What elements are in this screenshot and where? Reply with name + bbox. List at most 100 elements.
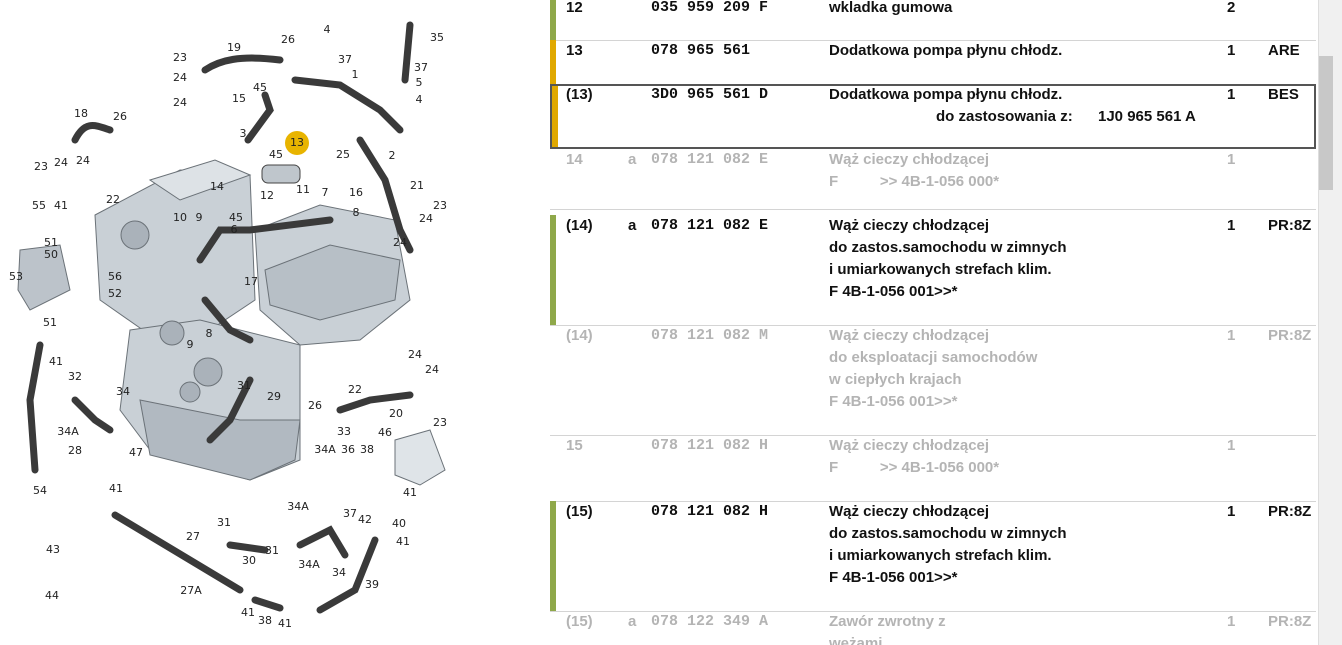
callout-label[interactable]: 23 xyxy=(173,51,187,64)
callout-label[interactable]: 2 xyxy=(389,149,396,162)
callout-label[interactable]: 36 xyxy=(341,443,355,456)
callout-label[interactable]: 18 xyxy=(74,107,88,120)
callout-label[interactable]: 29 xyxy=(267,390,281,403)
table-row[interactable]: (13) 3D0 965 561 D Dodatkowa pompa płynu c… xyxy=(550,84,1316,149)
callout-label[interactable]: 17 xyxy=(244,275,258,288)
callout-label[interactable]: 38 xyxy=(360,443,374,456)
callout-label[interactable]: 51 xyxy=(43,316,57,329)
table-row[interactable]: (15) 078 121 082 H Wąż cieczy chłodzącej do… xyxy=(550,501,1316,612)
callout-label[interactable]: 41 xyxy=(396,535,410,548)
callout-label[interactable]: 24 xyxy=(173,71,187,84)
callout-label[interactable]: 41 xyxy=(403,486,417,499)
callout-label[interactable]: 8 xyxy=(353,206,360,219)
callout-label[interactable]: 34A xyxy=(57,425,79,438)
callout-label[interactable]: 41 xyxy=(278,617,292,630)
callout-label[interactable]: 34 xyxy=(332,566,346,579)
callout-label[interactable]: 15 xyxy=(232,92,246,105)
callout-label[interactable]: 41 xyxy=(241,606,255,619)
callout-label[interactable]: 35 xyxy=(430,31,444,44)
callout-label[interactable]: 39 xyxy=(365,578,379,591)
callout-label[interactable]: 24 xyxy=(76,154,90,167)
callout-label[interactable]: 52 xyxy=(108,287,122,300)
callout-label[interactable]: 34A xyxy=(287,500,309,513)
callout-label[interactable]: 54 xyxy=(33,484,47,497)
callout-label[interactable]: 32 xyxy=(68,370,82,383)
callout-label[interactable]: 45 xyxy=(253,81,267,94)
table-row[interactable]: 14 a 078 121 082 E Wąż cieczy chłodzącej F >… xyxy=(550,149,1316,210)
callout-label[interactable]: 24 xyxy=(173,96,187,109)
callout-label[interactable]: 5 xyxy=(416,76,423,89)
callout-label[interactable]: 4 xyxy=(416,93,423,106)
callout-label[interactable]: 23 xyxy=(433,199,447,212)
callout-label[interactable]: 30 xyxy=(242,554,256,567)
callout-label[interactable]: 12 xyxy=(260,189,274,202)
callout-label[interactable]: 9 xyxy=(196,211,203,224)
callout-label[interactable]: 26 xyxy=(308,399,322,412)
callout-label[interactable]: 41 xyxy=(109,482,123,495)
callout-label[interactable]: 19 xyxy=(227,41,241,54)
callout-label[interactable]: 47 xyxy=(129,446,143,459)
callout-label[interactable]: 24 xyxy=(419,212,433,225)
table-row[interactable]: (15) a 078 122 349 A Zawór zwrotny z wężami 1… xyxy=(550,611,1316,645)
callout-label[interactable]: 11 xyxy=(296,183,310,196)
table-row[interactable]: (14) 078 121 082 M Wąż cieczy chłodzącej do… xyxy=(550,325,1316,436)
callout-label[interactable]: 27A xyxy=(180,584,202,597)
callout-label[interactable]: 24 xyxy=(393,236,407,249)
callout-label[interactable]: 46 xyxy=(378,426,392,439)
callout-label[interactable]: 34A xyxy=(314,443,336,456)
callout-label[interactable]: 31 xyxy=(217,516,231,529)
callout-label[interactable]: 8 xyxy=(206,327,213,340)
callout-label[interactable]: 20 xyxy=(389,407,403,420)
callout-label[interactable]: 41 xyxy=(49,355,63,368)
callout-label[interactable]: 7 xyxy=(322,186,329,199)
callout-label[interactable]: 37 xyxy=(414,61,428,74)
callout-label[interactable]: 50 xyxy=(44,248,58,261)
callout-label[interactable]: 27 xyxy=(186,530,200,543)
callout-label[interactable]: 14 xyxy=(210,180,224,193)
callout-label[interactable]: 56 xyxy=(108,270,122,283)
callout-label[interactable]: 34A xyxy=(298,558,320,571)
callout-label[interactable]: 53 xyxy=(9,270,23,283)
callout-label[interactable]: 13 xyxy=(290,136,304,149)
callout-label[interactable]: 23 xyxy=(433,416,447,429)
callout-label[interactable]: 21 xyxy=(410,179,424,192)
callout-label[interactable]: 1 xyxy=(352,68,359,81)
callout-label[interactable]: 41 xyxy=(54,199,68,212)
callout-label[interactable]: 44 xyxy=(45,589,59,602)
callout-label[interactable]: 42 xyxy=(358,513,372,526)
callout-label[interactable]: 31 xyxy=(237,379,251,392)
callout-label[interactable]: 10 xyxy=(173,211,187,224)
table-row[interactable]: 15 078 121 082 H Wąż cieczy chłodzącej F >>… xyxy=(550,435,1316,502)
scrollbar-thumb[interactable] xyxy=(1319,56,1333,190)
callout-label[interactable]: 37 xyxy=(338,53,352,66)
callout-label[interactable]: 37 xyxy=(343,507,357,520)
callout-label[interactable]: 31 xyxy=(265,544,279,557)
callout-label[interactable]: 51 xyxy=(44,236,58,249)
callout-label[interactable]: 4 xyxy=(324,23,331,36)
callout-label[interactable]: 34 xyxy=(116,385,130,398)
callout-label[interactable]: 3 xyxy=(240,127,247,140)
callout-label[interactable]: 9 xyxy=(187,338,194,351)
callout-label[interactable]: 28 xyxy=(68,444,82,457)
callout-label[interactable]: 33 xyxy=(337,425,351,438)
callout-label[interactable]: 40 xyxy=(392,517,406,530)
callout-label[interactable]: 22 xyxy=(348,383,362,396)
callout-label[interactable]: 25 xyxy=(336,148,350,161)
callout-label[interactable]: 24 xyxy=(425,363,439,376)
table-row[interactable]: 12 035 959 209 F wkladka gumowa 2 xyxy=(550,0,1316,41)
callout-label[interactable]: 23 xyxy=(34,160,48,173)
callout-label[interactable]: 26 xyxy=(113,110,127,123)
callout-label[interactable]: 38 xyxy=(258,614,272,627)
callout-label[interactable]: 6 xyxy=(231,223,238,236)
table-row[interactable]: 13 078 965 561 Dodatkowa pompa płynu chłod… xyxy=(550,40,1316,85)
callout-label[interactable]: 43 xyxy=(46,543,60,556)
callout-label[interactable]: 55 xyxy=(32,199,46,212)
callout-label[interactable]: 45 xyxy=(229,211,243,224)
callout-label[interactable]: 22 xyxy=(106,193,120,206)
callout-label[interactable]: 24 xyxy=(408,348,422,361)
callout-label[interactable]: 16 xyxy=(349,186,363,199)
table-row[interactable]: (14) a 078 121 082 E Wąż cieczy chłodzącej d… xyxy=(550,215,1316,326)
callout-label[interactable]: 45 xyxy=(269,148,283,161)
callout-label[interactable]: 24 xyxy=(54,156,68,169)
callout-label[interactable]: 26 xyxy=(281,33,295,46)
